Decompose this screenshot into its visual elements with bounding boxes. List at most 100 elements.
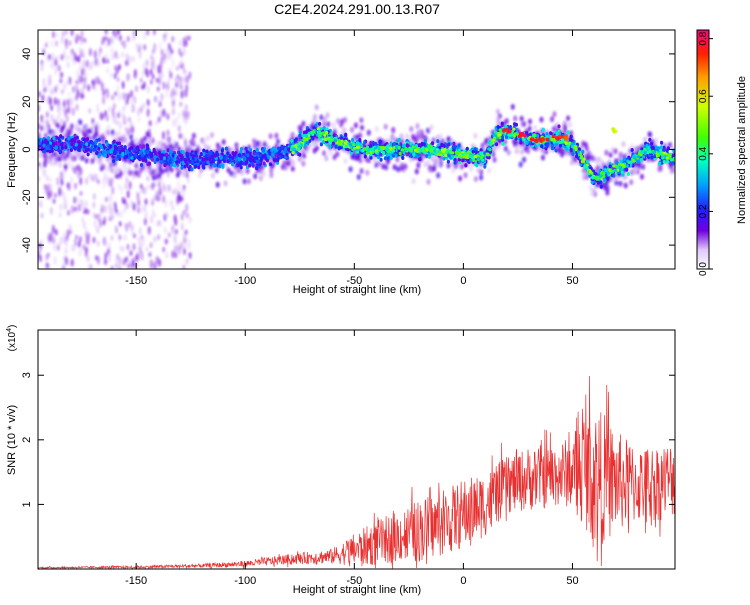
- heatmap-bright-cell: [374, 146, 378, 150]
- heatmap-halo-cell: [242, 178, 247, 185]
- heatmap-halo-cell: [591, 155, 596, 162]
- heatmap-noise-cell: [114, 31, 118, 39]
- heatmap-cell: [162, 156, 166, 161]
- heatmap-cell: [190, 167, 194, 172]
- heatmap-cell: [645, 143, 649, 148]
- heatmap-cell: [402, 150, 406, 155]
- heatmap-noise-cell: [137, 206, 141, 214]
- heatmap-noise-cell: [60, 54, 64, 61]
- heatmap-noise-cell: [162, 108, 166, 117]
- heatmap-cell: [453, 157, 457, 162]
- heatmap-halo-cell: [203, 143, 208, 150]
- heatmap-noise-cell: [172, 107, 176, 115]
- heatmap-halo-cell: [633, 146, 638, 153]
- heatmap-cell: [406, 144, 410, 149]
- heatmap-cell: [630, 148, 634, 152]
- heatmap-noise-cell: [164, 238, 168, 245]
- heatmap-cell: [139, 163, 144, 167]
- heatmap-halo-cell: [215, 142, 220, 149]
- heatmap-halo-cell: [506, 149, 511, 156]
- heatmap-cell: [177, 150, 181, 155]
- heatmap-cell: [639, 157, 643, 162]
- heatmap-cell: [125, 154, 129, 159]
- heatmap-cell: [389, 155, 393, 160]
- heatmap-noise-cell: [84, 72, 88, 81]
- heatmap-noise-cell: [39, 199, 43, 208]
- heatmap-noise-cell: [185, 83, 189, 93]
- heatmap-noise-cell: [71, 107, 75, 116]
- heatmap-noise-cell: [59, 117, 63, 125]
- heatmap-cell: [351, 137, 355, 142]
- heatmap-noise-cell: [121, 196, 125, 205]
- heatmap-noise-cell: [179, 51, 183, 58]
- heatmap-noise-cell: [127, 55, 131, 63]
- heatmap-noise-cell: [107, 37, 111, 47]
- heatmap-halo-cell: [290, 165, 295, 172]
- heatmap-noise-cell: [162, 246, 166, 253]
- heatmap-cell: [558, 143, 563, 148]
- heatmap-cell: [408, 153, 412, 158]
- heatmap-noise-cell: [179, 241, 183, 250]
- heatmap-halo-cell: [276, 138, 280, 145]
- heatmap-noise-cell: [54, 228, 58, 236]
- heatmap-cell: [377, 155, 381, 160]
- heatmap-noise-cell: [185, 203, 189, 213]
- heatmap-halo-cell: [521, 121, 526, 128]
- heatmap-halo-cell: [240, 169, 245, 176]
- heatmap-noise-cell: [73, 52, 77, 61]
- heatmap-cell: [141, 144, 146, 149]
- heatmap-noise-cell: [163, 213, 167, 222]
- heatmap-cell: [585, 159, 590, 164]
- heatmap-noise-cell: [183, 68, 187, 75]
- heatmap-noise-cell: [47, 234, 51, 243]
- heatmap-noise-cell: [149, 68, 153, 76]
- heatmap-halo-cell: [322, 116, 327, 123]
- heatmap-cell: [442, 156, 446, 161]
- heatmap-halo-cell: [90, 158, 95, 164]
- heatmap-noise-cell: [155, 77, 159, 83]
- heatmap-cell: [205, 156, 209, 161]
- heatmap-noise-cell: [58, 211, 62, 218]
- heatmap-noise-cell: [95, 102, 99, 110]
- heatmap-noise-cell: [81, 52, 85, 59]
- heatmap-cell: [285, 152, 289, 157]
- heatmap-halo-cell: [391, 127, 396, 134]
- heatmap-halo-cell: [39, 125, 44, 132]
- heatmap-halo-cell: [43, 132, 48, 139]
- heatmap-halo-cell: [319, 114, 324, 121]
- heatmap-cell: [150, 157, 155, 162]
- heatmap-cell: [657, 161, 662, 166]
- heatmap-halo-cell: [423, 161, 428, 168]
- heatmap-bright-cell: [392, 149, 396, 153]
- heatmap-noise-cell: [97, 179, 100, 185]
- heatmap-cell: [569, 134, 573, 139]
- heatmap-cell: [555, 132, 559, 136]
- heatmap-halo-cell: [268, 133, 273, 140]
- heatmap-halo-cell: [377, 160, 382, 167]
- heatmap-noise-cell: [70, 258, 74, 267]
- heatmap-bright-cell: [489, 141, 493, 145]
- heatmap-noise-cell: [171, 99, 175, 107]
- heatmap-noise-cell: [176, 179, 180, 188]
- heatmap-cell: [106, 150, 110, 155]
- heatmap-cell: [108, 144, 113, 149]
- heatmap-cell: [194, 164, 198, 169]
- heatmap-halo-cell: [600, 159, 605, 166]
- heatmap-halo-cell: [426, 127, 431, 134]
- heatmap-cell: [260, 156, 264, 161]
- heatmap-noise-cell: [167, 232, 171, 238]
- heatmap-noise-cell: [62, 232, 66, 238]
- heatmap-noise-cell: [184, 117, 188, 126]
- heatmap-cell: [70, 142, 74, 147]
- heatmap-cell: [141, 153, 145, 158]
- heatmap-halo-cell: [614, 179, 619, 186]
- heatmap-halo-cell: [53, 159, 58, 166]
- heatmap-cell: [284, 147, 288, 152]
- heatmap-cell: [50, 148, 54, 153]
- heatmap-cell: [392, 141, 397, 146]
- heatmap-cell: [45, 146, 49, 151]
- heatmap-noise-cell: [150, 183, 154, 190]
- heatmap-cell: [159, 160, 163, 164]
- heatmap-cell: [83, 144, 87, 149]
- heatmap-cell: [662, 148, 666, 153]
